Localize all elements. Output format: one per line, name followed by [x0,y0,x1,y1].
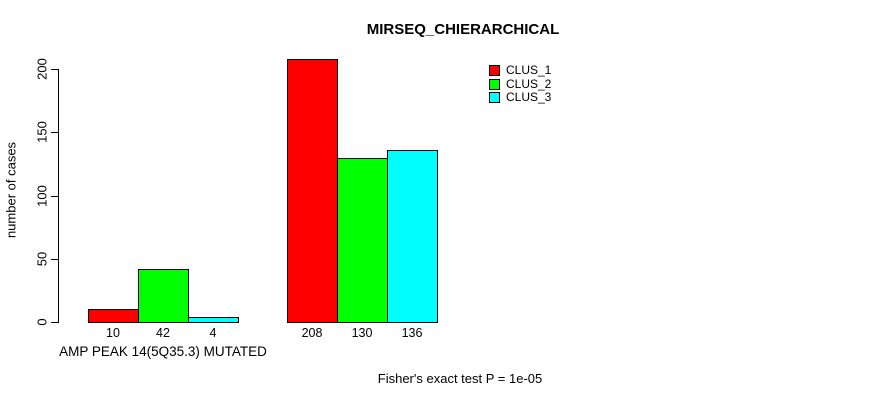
y-tick-label: 200 [34,58,50,80]
y-tick-mark [51,322,58,323]
legend-label: CLUS_2 [506,76,552,91]
legend-swatch-icon [489,78,500,90]
bar-clus_2 [337,158,388,323]
bar-value-label: 136 [401,326,423,340]
legend-row: CLUS_2 [489,77,551,90]
bar-value-label: 130 [351,326,373,340]
legend-row: CLUS_1 [489,64,551,77]
legend-label: CLUS_3 [506,89,552,104]
y-tick-label: 0 [34,318,50,326]
bar-clus_3 [387,150,438,323]
y-axis-line [58,69,59,323]
y-tick-mark [51,132,58,133]
bar-clus_3 [188,317,239,323]
y-tick-label: 100 [34,185,50,207]
y-tick-label: 50 [34,251,50,267]
bar-value-label: 10 [106,326,120,340]
bar-value-label: 42 [156,326,170,340]
y-tick-mark [51,69,58,70]
y-tick-mark [51,259,58,260]
bar-clus_2 [138,269,189,323]
bar-clus_1 [287,59,338,323]
legend-swatch-icon [489,65,500,77]
y-axis-label: number of cases [3,141,19,239]
group-axis-label: AMP PEAK 14(5Q35.3) MUTATED [59,344,267,359]
y-tick-label: 150 [34,121,50,143]
chart-title: MIRSEQ_CHIERARCHICAL [366,21,560,38]
legend: CLUS_1 CLUS_2 CLUS_3 [489,64,551,104]
legend-label: CLUS_1 [506,63,552,78]
annotation-text: Fisher's exact test P = 1e-05 [377,371,543,386]
bar-clus_1 [88,309,139,323]
bar-value-label: 208 [301,326,323,340]
legend-row: CLUS_3 [489,89,552,104]
legend-swatch-icon [489,91,500,103]
y-tick-mark [51,196,58,197]
bar-value-label: 4 [209,326,217,340]
